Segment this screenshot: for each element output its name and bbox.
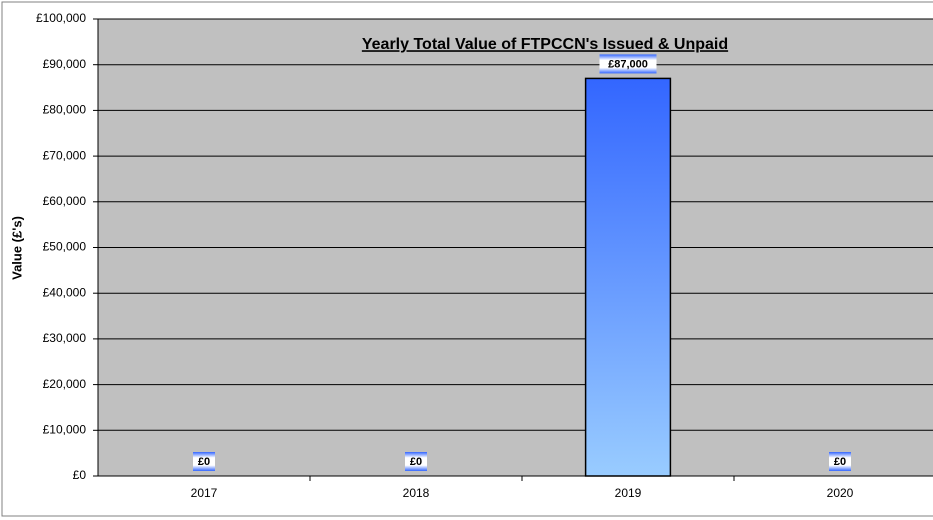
y-tick-label: £30,000 bbox=[43, 331, 87, 345]
chart-title: Yearly Total Value of FTPCCN's Issued & … bbox=[362, 36, 728, 53]
y-tick-label: £10,000 bbox=[43, 422, 87, 436]
y-tick-label: £50,000 bbox=[43, 240, 87, 254]
y-tick-label: £0 bbox=[73, 468, 87, 482]
x-tick-label: 2020 bbox=[827, 486, 854, 500]
x-tick-label: 2019 bbox=[615, 486, 642, 500]
bar bbox=[584, 77, 672, 477]
value-label: £0 bbox=[410, 456, 422, 468]
y-tick-label: £20,000 bbox=[43, 377, 87, 391]
y-tick-label: £90,000 bbox=[43, 57, 87, 71]
value-label-box bbox=[405, 452, 427, 471]
y-tick-label: £100,000 bbox=[36, 11, 86, 25]
y-tick-label: £80,000 bbox=[43, 103, 87, 117]
value-label-box bbox=[599, 54, 657, 74]
value-label-box bbox=[829, 452, 851, 471]
x-tick-label: 2018 bbox=[403, 486, 430, 500]
value-label: £0 bbox=[198, 456, 210, 468]
y-tick-label: £60,000 bbox=[43, 194, 87, 208]
y-tick-label: £40,000 bbox=[43, 285, 87, 299]
value-label: £87,000 bbox=[608, 58, 648, 70]
y-axis-title: Value (£'s) bbox=[9, 216, 24, 280]
value-label-box bbox=[193, 452, 215, 471]
y-tick-label: £70,000 bbox=[43, 148, 87, 162]
x-tick-label: 2017 bbox=[191, 486, 218, 500]
value-label: £0 bbox=[834, 456, 846, 468]
